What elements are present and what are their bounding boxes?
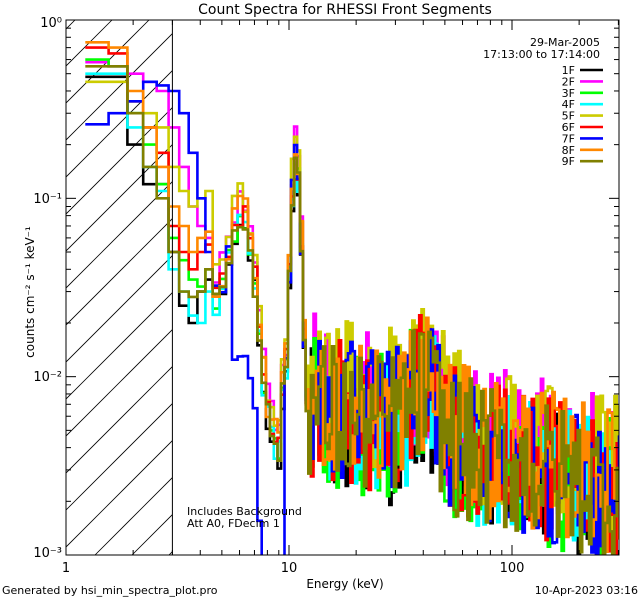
chart-title: Count Spectra for RHESSI Front Segments [198, 2, 492, 18]
y-tick-label-1e0: 10⁰ [40, 16, 62, 31]
hatch-line [66, 366, 173, 474]
x-tick-label-1: 1 [62, 561, 70, 576]
tick-marks [65, 20, 619, 556]
footer-timestamp: 10-Apr-2023 03:16 [535, 584, 638, 597]
legend-label-9f: 9F [562, 155, 575, 168]
hatch-line [66, 255, 173, 363]
hatch-line [66, 329, 173, 437]
series-line-9f [85, 65, 619, 555]
legend-label-4f: 4F [562, 98, 575, 111]
footer-generated-by: Generated by hsi_min_spectra_plot.pro [2, 584, 218, 597]
legend-label-5f: 5F [562, 110, 575, 123]
legend-label-6f: 6F [562, 121, 575, 134]
y-tick-label-1e-1: 10⁻¹ [33, 192, 62, 207]
chart-date: 29-Mar-2005 [530, 36, 600, 49]
hatch-line [66, 20, 113, 67]
annotation-background: Includes Background [187, 505, 302, 518]
hatch-line [0, 20, 1, 555]
legend-label-8f: 8F [562, 144, 575, 157]
legend-label-7f: 7F [562, 132, 575, 145]
annotation-attenuator: Att A0, FDecim 1 [187, 517, 280, 530]
legend-label-1f: 1F [562, 64, 575, 77]
hatch-line [66, 107, 173, 215]
hatch-line [66, 70, 173, 178]
x-axis-label: Energy (keV) [306, 577, 383, 591]
y-tick-label-1e-2: 10⁻² [33, 370, 62, 385]
y-axis-label: counts cm⁻² s⁻¹ keV⁻¹ [23, 226, 37, 358]
x-tick-label-10: 10 [281, 561, 298, 576]
hatch-line [66, 218, 173, 326]
legend-label-2f: 2F [562, 75, 575, 88]
plot-frame [65, 19, 620, 556]
chart-time-range: 17:13:00 to 17:14:00 [483, 48, 600, 61]
hatch-line [66, 33, 173, 141]
series-group [85, 40, 619, 555]
y-tick-label-1e-3: 10⁻³ [33, 546, 62, 561]
hatch-line [66, 440, 173, 548]
legend-label-3f: 3F [562, 87, 575, 100]
x-tick-label-100: 100 [500, 561, 525, 576]
hatch-line [66, 20, 76, 30]
hatch-line [66, 403, 173, 511]
